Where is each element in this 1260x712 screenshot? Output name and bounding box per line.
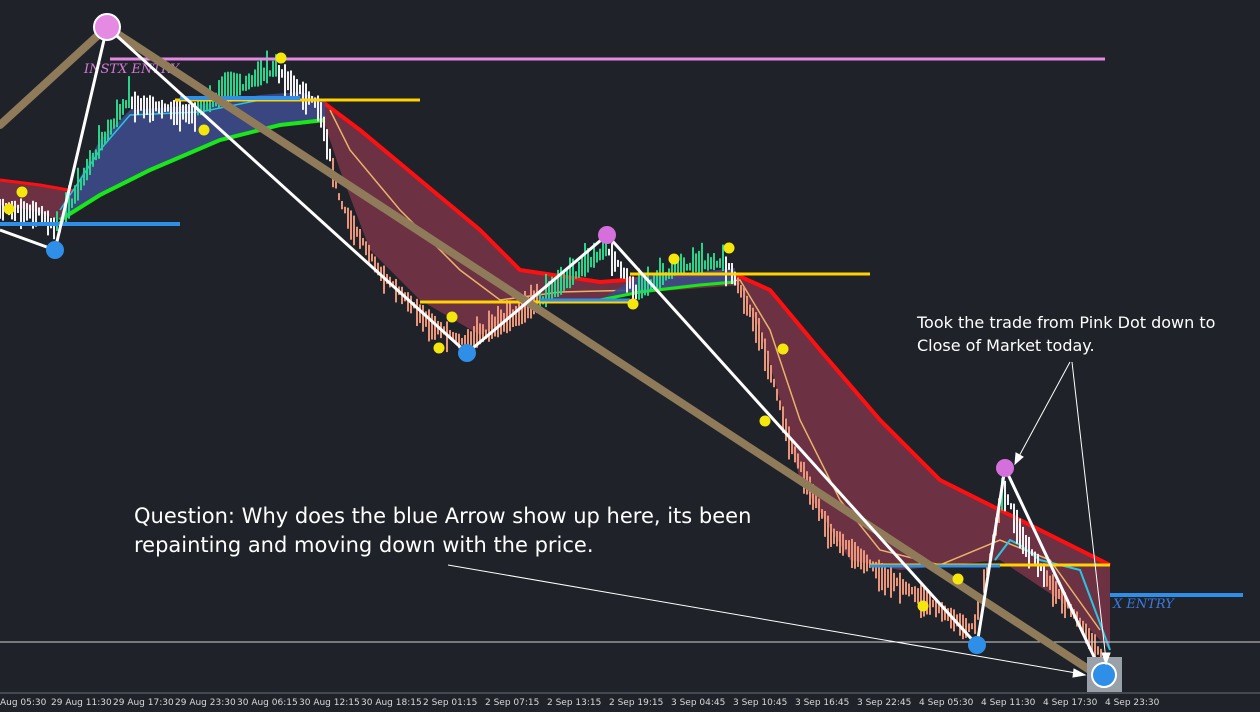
blue-dot (1091, 662, 1117, 688)
x-tick-label: 2 Sep 01:15 (423, 698, 477, 708)
down-ribbon (320, 100, 1110, 650)
x-tick-label: 3 Sep 10:45 (733, 698, 787, 708)
blue-dot (968, 636, 986, 654)
yellow-dot (777, 343, 789, 355)
arrow-head (1101, 652, 1111, 666)
yellow-dot (16, 186, 28, 198)
yellow-dot (759, 415, 771, 427)
ribbon-left-top (0, 178, 81, 194)
ribbon-top (318, 98, 1111, 567)
x-tick-label: 3 Sep 22:45 (857, 698, 911, 708)
x-tick-label: 3 Sep 04:45 (671, 698, 725, 708)
x-tick-label: 4 Sep 05:30 (919, 698, 974, 708)
x-tick-label: 30 Aug 12:15 (299, 698, 360, 708)
pink-dot (93, 13, 121, 41)
x-tick-label: 29 Aug 17:30 (113, 698, 174, 708)
yellow-dot (627, 298, 639, 310)
yellow-dot (3, 203, 15, 215)
arrows (447, 361, 1111, 678)
pink-dot (996, 459, 1014, 477)
x-tick-label: 4 Sep 11:30 (981, 698, 1036, 708)
yellow-dot (952, 573, 964, 585)
x-tick-label: 30 Aug 06:15 (237, 698, 298, 708)
arrow (1016, 361, 1071, 461)
yellow-dot (446, 311, 458, 323)
x-tick-label: 2 Sep 13:15 (547, 698, 601, 708)
yellow-dot (198, 124, 210, 136)
yellow-dot (433, 342, 445, 354)
yellow-dot (275, 52, 287, 64)
arrow (447, 564, 1083, 675)
x-axis: Aug 05:30 29 Aug 11:30 29 Aug 17:30 29 Aug … (0, 698, 1160, 708)
x-tick-label: 29 Aug 11:30 (51, 698, 112, 708)
indicator-label: X ENTRY (1112, 597, 1175, 612)
question: repainting and moving down with the pric… (134, 533, 594, 557)
trade-note: Took the trade from Pink Dot down to (916, 313, 1215, 332)
yellow-dots (3, 52, 964, 612)
arrow-head (1072, 668, 1087, 678)
signals (46, 13, 1122, 692)
question: Question: Why does the blue Arrow show u… (134, 504, 751, 528)
zigzag (0, 25, 1107, 681)
blue-dot (458, 344, 476, 362)
arrow-head (1014, 452, 1024, 466)
x-tick-label: 2 Sep 07:15 (485, 698, 539, 708)
yellow-dot (723, 242, 735, 254)
arrow (1071, 361, 1107, 661)
x-tick-label: 2 Sep 19:15 (609, 698, 663, 708)
candles (0, 50, 1108, 668)
yellow-dot (917, 600, 929, 612)
x-tick-label: 29 Aug 23:30 (175, 698, 236, 708)
blue-dot (46, 241, 64, 259)
up-ribbon-green (58, 118, 326, 222)
mid-ribbon-green (599, 280, 736, 302)
yellow-dot (668, 253, 680, 265)
pink-dot (598, 226, 616, 244)
x-tick-label: 30 Aug 18:15 (361, 698, 422, 708)
trade-note: Close of Market today. (917, 336, 1095, 355)
x-tick-label: 3 Sep 16:45 (795, 698, 849, 708)
x-tick-label: 4 Sep 17:30 (1043, 698, 1098, 708)
x-tick-label: 4 Sep 23:30 (1105, 698, 1160, 708)
x-tick-label: Aug 05:30 (0, 698, 47, 708)
